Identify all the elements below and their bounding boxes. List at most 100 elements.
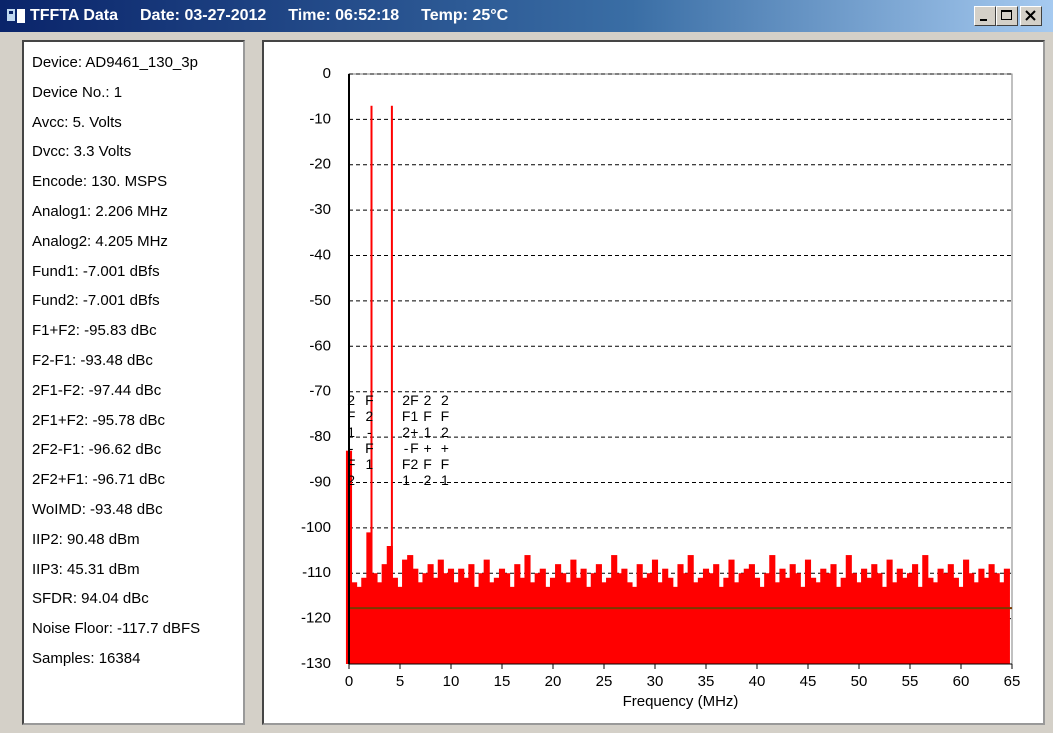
spectrum-bin xyxy=(560,573,567,664)
spectrum-bin xyxy=(789,564,796,664)
spectrum-bin xyxy=(585,586,592,664)
spectrum-bin xyxy=(947,564,954,664)
x-tick-label: 20 xyxy=(545,673,562,690)
spectrum-bin xyxy=(845,555,852,664)
spectrum-bin xyxy=(631,586,638,664)
spectrum-bin xyxy=(447,568,455,664)
spectrum-bin xyxy=(973,582,980,664)
spectrum-bin xyxy=(820,568,827,664)
spectrum-bin xyxy=(626,582,633,664)
spectrum-bin xyxy=(687,555,694,664)
y-tick-label: -20 xyxy=(309,156,331,173)
maximize-button[interactable] xyxy=(996,6,1018,26)
spectrum-bin xyxy=(621,568,628,664)
spectrum-bin xyxy=(595,564,602,664)
spectrum-bin xyxy=(957,586,965,664)
x-tick-label: 35 xyxy=(698,673,715,690)
spectrum-bin xyxy=(636,564,643,664)
spectrum-bin xyxy=(835,586,842,664)
x-axis-label: Frequency (MHz) xyxy=(623,693,739,710)
x-tick-label: 30 xyxy=(647,673,664,690)
spectrum-bin xyxy=(830,564,837,664)
y-tick-label: -70 xyxy=(309,383,331,400)
spectrum-bin xyxy=(672,586,679,664)
spectrum-bin xyxy=(733,582,740,664)
close-button[interactable] xyxy=(1020,6,1042,26)
spectrum-bin xyxy=(667,577,674,664)
info-line: SFDR: 94.04 dBc xyxy=(32,590,149,608)
spectrum-bin xyxy=(570,559,577,664)
spectrum-bin xyxy=(978,568,985,664)
spectrum-bin xyxy=(442,573,449,664)
info-line: 2F2-F1: -96.62 dBc xyxy=(32,441,162,459)
spectrum-bin xyxy=(917,586,924,664)
spectrum-bin xyxy=(662,568,669,664)
spectrum-bin xyxy=(708,573,715,664)
spectrum-bin xyxy=(886,559,893,664)
spectrum-bin xyxy=(590,573,597,664)
info-line: Fund2: -7.001 dBfs xyxy=(32,292,160,310)
spectrum-bin xyxy=(799,586,806,664)
x-tick-label: 45 xyxy=(800,673,817,690)
spectrum-bin xyxy=(855,582,863,664)
x-tick-label: 55 xyxy=(902,673,919,690)
x-tick-label: 15 xyxy=(494,673,511,690)
spectrum-bin xyxy=(616,573,623,664)
spectrum-bin xyxy=(871,564,878,664)
spectrum-bin xyxy=(784,577,791,664)
info-line: Noise Floor: -117.7 dBFS xyxy=(32,620,201,638)
spectrum-bin xyxy=(580,568,587,664)
info-line: Analog1: 2.206 MHz xyxy=(32,202,168,220)
info-line: Encode: 130. MSPS xyxy=(32,173,168,191)
spectrum-bin xyxy=(432,577,439,664)
y-tick-label: -120 xyxy=(301,610,331,627)
spectrum-bin xyxy=(412,568,419,664)
spectrum-bin xyxy=(764,573,771,664)
spectrum-bin xyxy=(774,582,781,664)
minimize-button[interactable] xyxy=(974,6,996,26)
spectrum-bin xyxy=(881,586,888,664)
spectrum-bin xyxy=(646,573,653,664)
chart-panel: 0 -10 -20 -30 -40 -50 -60 -70 -80 -90 -100 -110 -120… xyxy=(262,40,1045,725)
info-line: 2F2+F1: -96.71 dBc xyxy=(32,471,165,489)
x-tick-label: 0 xyxy=(345,673,353,690)
spectrum-bin xyxy=(804,559,812,664)
spectrum-bin xyxy=(641,577,648,664)
spectrum-bin xyxy=(861,568,868,664)
spectrum-bin xyxy=(815,582,822,664)
spectrum-bin xyxy=(427,564,434,664)
spectrum-bin xyxy=(351,582,358,664)
spectrum-bin xyxy=(356,586,363,664)
spectrum-bin xyxy=(390,105,393,664)
info-line: Analog2: 4.205 MHz xyxy=(32,232,168,250)
spectrum-bin xyxy=(549,577,557,664)
spectrum-bin xyxy=(468,564,475,664)
spectrum-bin xyxy=(370,105,373,664)
spectrum-bin xyxy=(876,573,883,664)
spectrum-bin xyxy=(463,577,470,664)
x-tick-label: 40 xyxy=(749,673,766,690)
y-tick-label: -80 xyxy=(309,428,331,445)
spectrum-bin xyxy=(968,573,975,664)
spectrum-bin xyxy=(901,577,908,664)
spectrum-bin xyxy=(544,586,551,664)
spectrum-bin xyxy=(422,573,429,664)
spectrum-bin xyxy=(651,559,659,664)
info-line: Dvcc: 3.3 Volts xyxy=(32,143,132,161)
info-line: 2F1-F2: -97.44 dBc xyxy=(32,381,162,399)
x-tick-label: 65 xyxy=(1004,673,1021,690)
spectrum-bin xyxy=(386,546,393,664)
spur-label: F2-F1 xyxy=(361,392,378,472)
spectrum-bin xyxy=(1003,568,1010,664)
spectrum-bin xyxy=(396,586,404,664)
y-tick-label: 0 xyxy=(323,65,331,82)
spectrum-bin xyxy=(866,577,873,664)
y-tick-label: -30 xyxy=(309,201,331,218)
spectrum-bin xyxy=(514,564,521,664)
spectrum-bin xyxy=(779,568,786,664)
spectrum-bin xyxy=(417,582,424,664)
title-field: Time: 06:52:18 xyxy=(288,7,400,24)
spectrum-bin xyxy=(366,532,373,664)
spectrum-bin xyxy=(769,555,776,664)
spectrum-bin xyxy=(942,573,949,664)
